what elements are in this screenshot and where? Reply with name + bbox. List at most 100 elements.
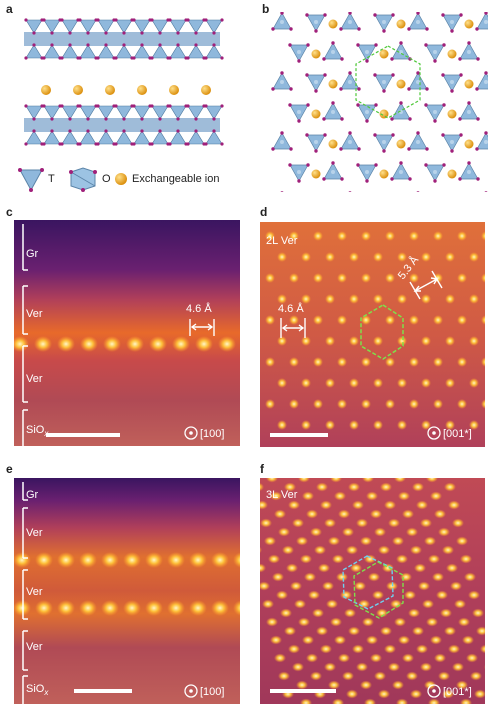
atom-column (476, 626, 485, 636)
oxygen-atom (158, 31, 162, 35)
tetrahedron (133, 130, 151, 145)
atom-column (266, 478, 278, 483)
oxygen-atom (305, 73, 309, 77)
atom-column (313, 231, 323, 241)
atom-column (356, 662, 368, 672)
oxygen-atom (374, 163, 378, 167)
exchangeable-ion (201, 85, 211, 95)
atom-column (268, 554, 280, 564)
oxygen-atom (476, 57, 480, 61)
oxygen-atom (176, 31, 180, 35)
atom-column (310, 671, 322, 681)
atom-column (145, 552, 163, 568)
atom-column (294, 599, 306, 609)
atom-column (289, 315, 299, 325)
oxygen-atom (382, 89, 386, 93)
atom-column (374, 671, 386, 681)
atom-column (340, 590, 352, 600)
oxygen-atom (194, 31, 198, 35)
oxygen-atom (24, 104, 28, 108)
atom-column (457, 357, 467, 367)
exchangeable-ion (311, 49, 321, 59)
oxygen-atom (104, 129, 108, 133)
oxygen-atom (322, 57, 326, 61)
atom-column (364, 698, 376, 704)
atom-column (481, 231, 485, 241)
atom-column (404, 590, 416, 600)
atom-column (433, 231, 443, 241)
atom-column (264, 536, 276, 546)
zone-axis-icon (427, 426, 441, 440)
oxygen-atom (86, 43, 90, 47)
atom-column (123, 600, 141, 616)
atom-column (211, 552, 229, 568)
atom-column (358, 599, 370, 609)
atom-column (385, 357, 395, 367)
oxygen-atom (407, 147, 411, 151)
panel-f-title: 3L Ver (266, 489, 298, 501)
atom-column (14, 552, 31, 568)
oxygen-atom (204, 56, 208, 60)
oxygen-atom (382, 29, 386, 33)
oxygen-atom (408, 117, 412, 121)
oxygen-atom (140, 31, 144, 35)
atom-column (349, 336, 359, 346)
oxygen-atom (297, 179, 301, 183)
oxygen-atom (391, 73, 395, 77)
atom-column (380, 626, 392, 636)
atom-column (433, 357, 443, 367)
oxygen-atom (425, 27, 429, 31)
oxygen-atom (86, 31, 90, 35)
atom-column (334, 491, 346, 501)
tetrahedron (205, 105, 223, 120)
atom-column (409, 273, 419, 283)
zone-axis-icon (184, 426, 198, 440)
hexagon-overlay (360, 304, 404, 360)
octahedral-sheet (24, 32, 220, 46)
tetrahedron (97, 130, 115, 145)
oxygen-atom (132, 104, 136, 108)
tetrahedron (187, 105, 205, 120)
oxygen-atom (441, 13, 445, 17)
atom-column (325, 420, 335, 430)
atom-column (409, 315, 419, 325)
zone-axis-label: [100] (200, 686, 224, 698)
oxygen-atom (132, 142, 136, 146)
oxygen-atom (458, 57, 462, 61)
atom-column (288, 500, 300, 510)
oxygen-atom (271, 87, 275, 91)
atom-column (414, 563, 426, 573)
tetrahedron (25, 105, 43, 120)
atom-column (457, 231, 467, 241)
atom-column (424, 536, 436, 546)
oxygen-atom (391, 133, 395, 137)
atom-column (301, 294, 311, 304)
oxygen-atom (476, 177, 480, 181)
oxygen-atom (78, 18, 82, 22)
oxygen-atom (220, 142, 224, 146)
tetrahedron (205, 19, 223, 34)
exchangeable-ion (464, 19, 474, 29)
atom-column (416, 500, 428, 510)
top-view-crystal-structure (271, 12, 488, 192)
atom-column (123, 552, 141, 568)
atom-column (402, 509, 414, 519)
atom-column (428, 554, 440, 564)
atom-column (394, 617, 406, 627)
exchangeable-ion (447, 169, 457, 179)
atom-column (388, 518, 400, 528)
atom-column (396, 554, 408, 564)
oxygen-atom (280, 71, 284, 75)
distance-label: 4.6 Å (186, 302, 212, 315)
tetrahedron (187, 19, 205, 34)
oxygen-atom (323, 73, 327, 77)
oxygen-atom (212, 31, 216, 35)
oxygen-atom (433, 179, 437, 183)
atom-column (325, 336, 335, 346)
exchangeable-ion (73, 85, 83, 95)
atom-column (306, 509, 318, 519)
atom-column (368, 572, 380, 582)
atom-column (233, 600, 240, 616)
atom-column (218, 336, 236, 352)
oxygen-atom (424, 43, 428, 47)
